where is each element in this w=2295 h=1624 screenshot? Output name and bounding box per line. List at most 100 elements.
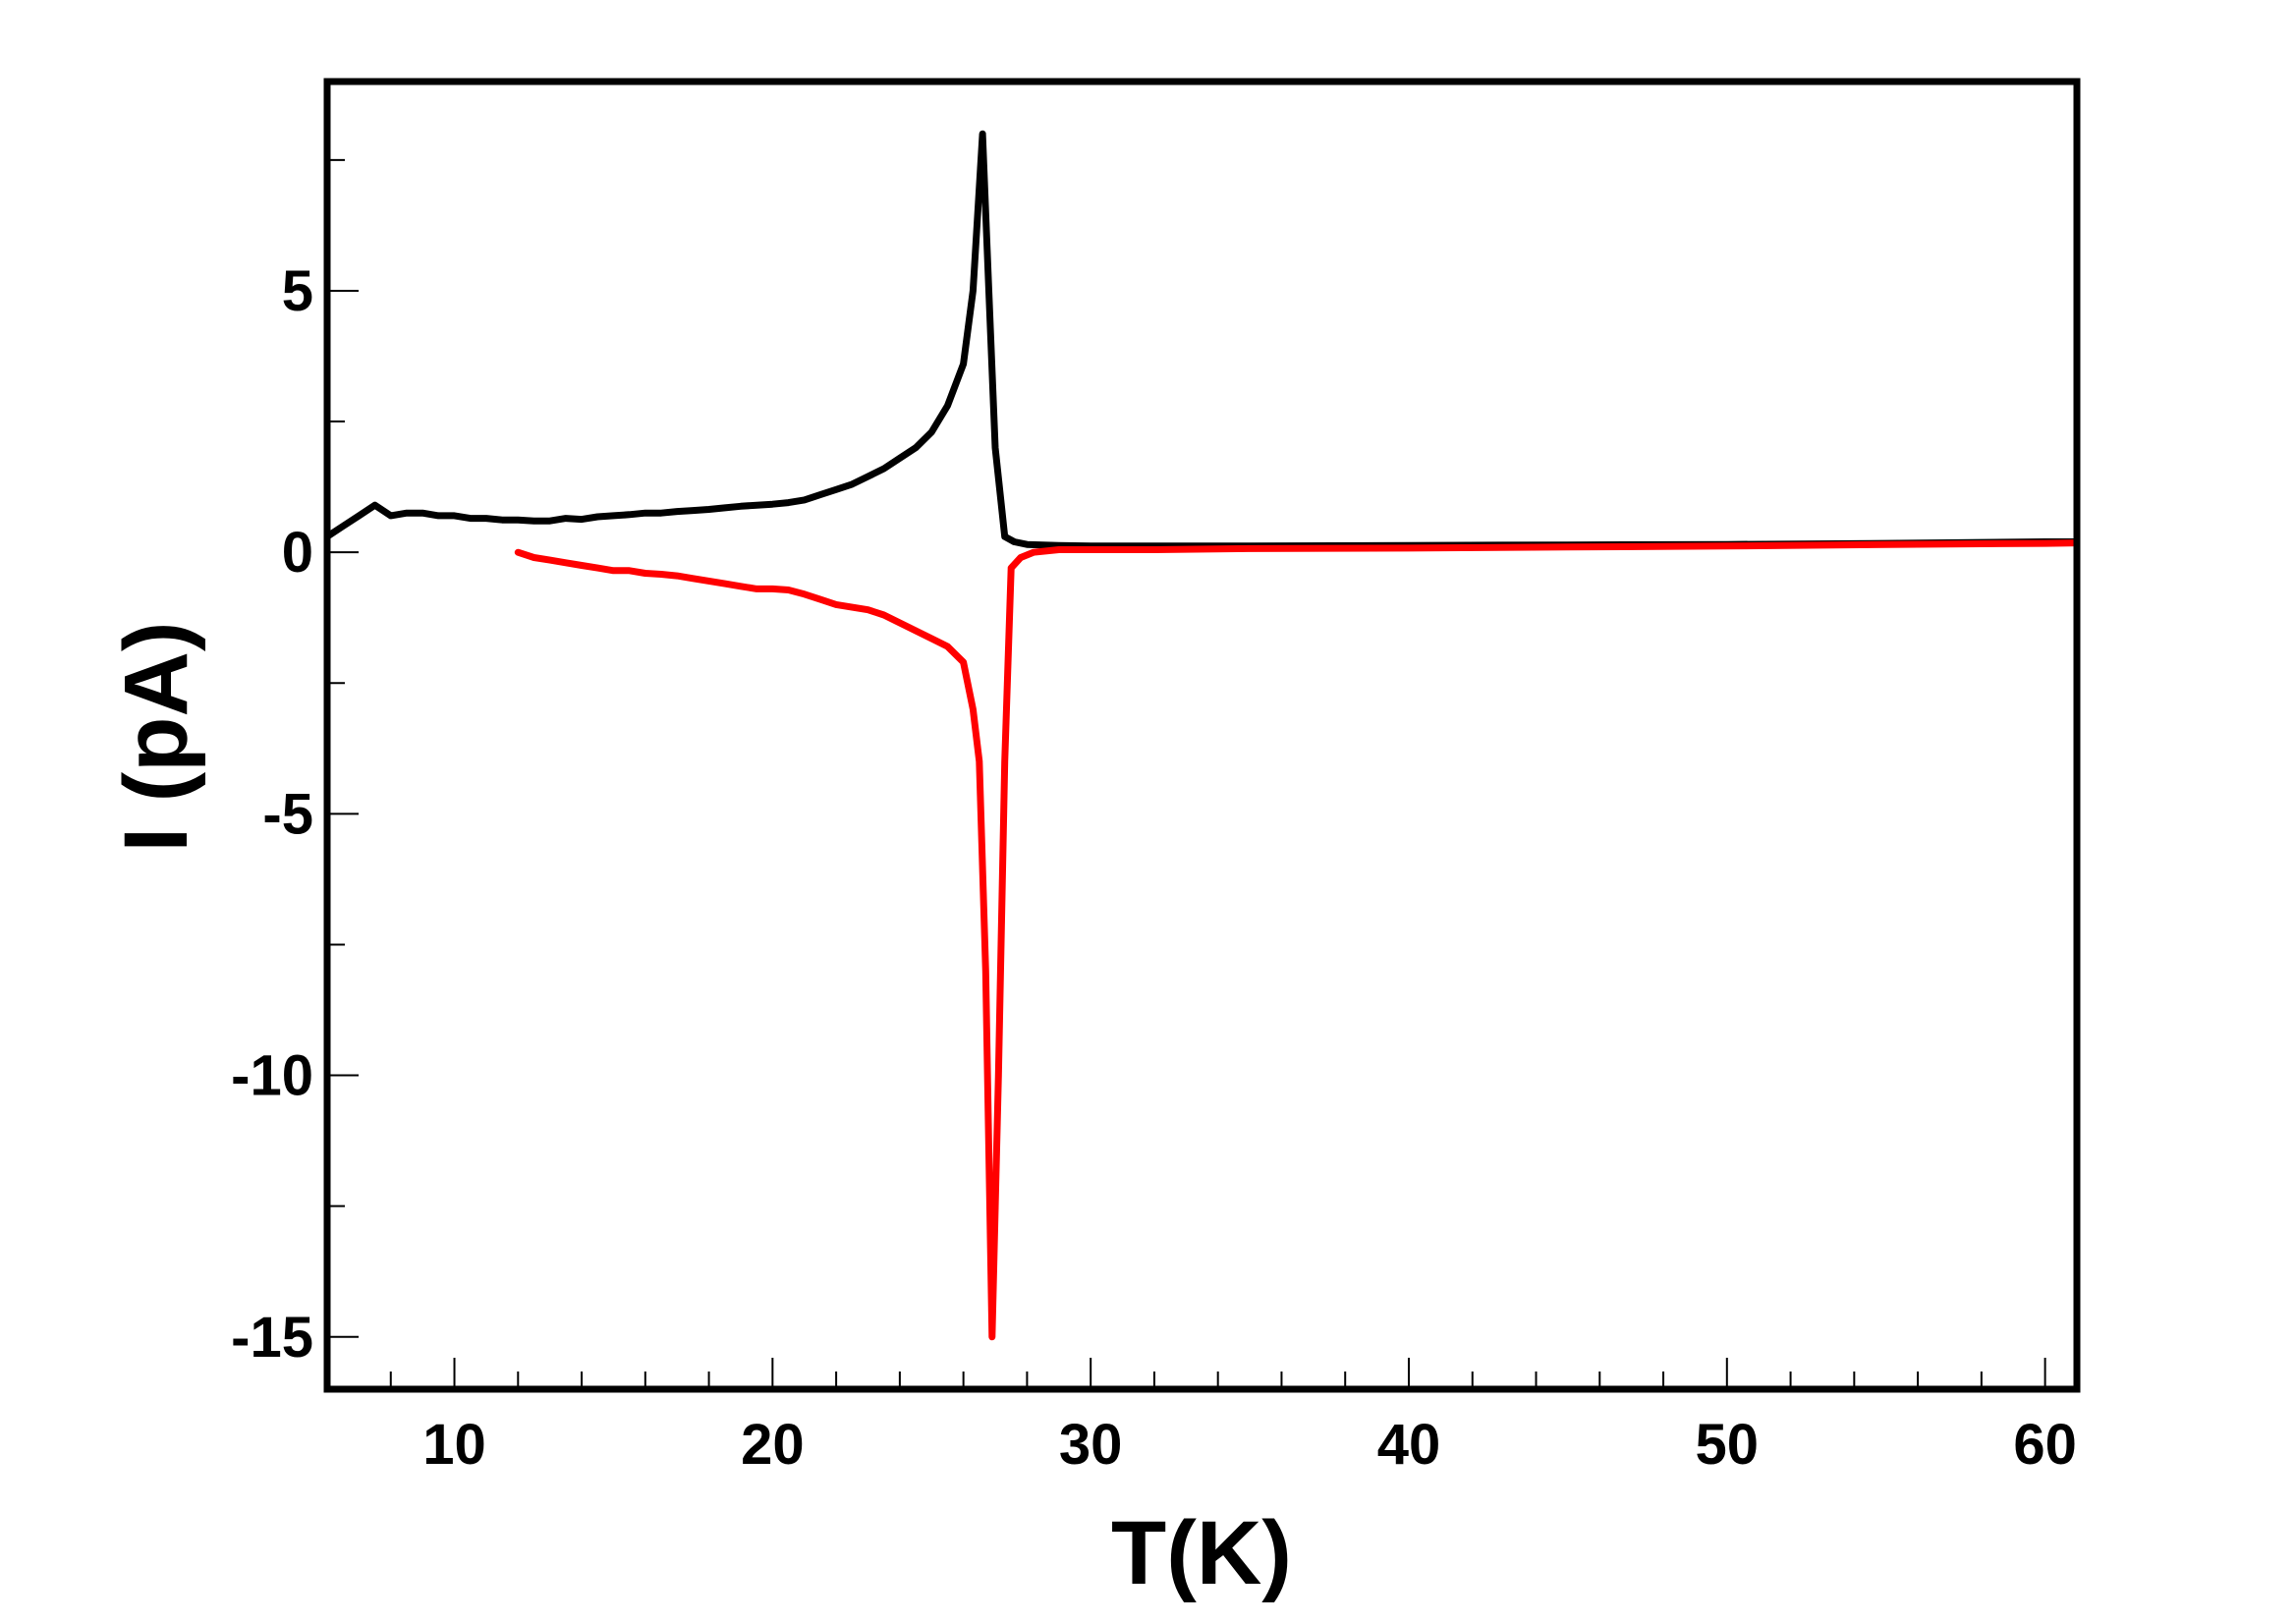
data-point xyxy=(691,509,695,513)
data-point xyxy=(882,613,886,617)
data-point xyxy=(516,518,520,522)
data-point xyxy=(945,404,949,408)
y-tick-label: -15 xyxy=(231,1306,313,1370)
data-point xyxy=(723,506,727,510)
data-point xyxy=(834,487,838,491)
series-points-2 xyxy=(516,541,2079,1339)
x-tick-label: 60 xyxy=(2013,1413,2077,1477)
y-tick-label: 5 xyxy=(282,259,313,323)
data-point xyxy=(659,573,663,577)
data-point xyxy=(987,289,991,293)
data-point xyxy=(1025,542,1029,546)
data-point xyxy=(787,588,791,591)
data-point xyxy=(983,969,987,973)
data-point xyxy=(739,585,743,588)
data-point xyxy=(691,577,695,581)
x-tick-label: 30 xyxy=(1059,1413,1123,1477)
data-point xyxy=(1725,544,1729,548)
data-point xyxy=(1057,543,1061,547)
data-point xyxy=(803,592,807,596)
data-point xyxy=(2043,541,2047,545)
data-point xyxy=(453,514,457,518)
data-point xyxy=(500,518,504,522)
data-point xyxy=(580,563,584,567)
data-point xyxy=(945,644,949,648)
data-point xyxy=(1003,759,1007,763)
data-point xyxy=(755,587,758,590)
y-tick-label: -10 xyxy=(231,1044,313,1108)
data-point xyxy=(996,1074,1000,1078)
data-point xyxy=(341,525,345,529)
data-point xyxy=(962,660,966,664)
series-line-1 xyxy=(323,130,2081,550)
data-point xyxy=(914,629,918,633)
data-point xyxy=(1057,547,1061,551)
data-point xyxy=(1003,534,1007,538)
data-point xyxy=(882,467,886,471)
data-point xyxy=(1089,547,1092,551)
data-point xyxy=(611,514,615,518)
data-point xyxy=(436,514,440,518)
data-point xyxy=(770,502,774,506)
data-point xyxy=(866,608,869,612)
data-point xyxy=(707,508,711,512)
data-point xyxy=(1012,540,1016,544)
data-point xyxy=(1032,550,1036,554)
data-point xyxy=(818,493,822,497)
data-point xyxy=(373,503,377,507)
data-point xyxy=(1884,542,1888,546)
x-tick-label: 50 xyxy=(1696,1413,1760,1477)
series-line-2 xyxy=(514,539,2081,1341)
y-tick-label: 0 xyxy=(282,521,313,585)
data-point xyxy=(755,503,758,507)
data-point xyxy=(834,602,838,606)
data-point xyxy=(548,519,552,523)
data-point xyxy=(469,517,473,521)
data-point xyxy=(405,511,409,515)
y-tick-label: -5 xyxy=(262,782,313,846)
data-point xyxy=(1019,555,1023,559)
x-axis-title: T(K) xyxy=(1111,1503,1292,1603)
data-point xyxy=(628,569,632,573)
x-tick-label: 10 xyxy=(422,1413,486,1477)
y-axis-title: I (pA) xyxy=(106,621,206,852)
data-point xyxy=(898,456,902,460)
data-point xyxy=(564,517,568,521)
data-point xyxy=(644,571,647,575)
data-point xyxy=(595,566,599,570)
data-point xyxy=(990,1335,994,1339)
data-point xyxy=(389,514,393,518)
data-point xyxy=(739,504,743,508)
data-point xyxy=(971,289,975,293)
data-point xyxy=(929,430,933,434)
data-point xyxy=(357,514,361,518)
data-point xyxy=(548,558,552,562)
data-point xyxy=(850,482,854,486)
data-point xyxy=(611,569,615,573)
data-point xyxy=(914,446,918,450)
data-point xyxy=(628,513,632,517)
data-point xyxy=(980,132,984,136)
data-point xyxy=(532,555,535,559)
data-point xyxy=(898,621,902,625)
x-tick-label: 40 xyxy=(1377,1413,1441,1477)
data-point xyxy=(818,597,822,601)
data-point xyxy=(675,574,679,578)
data-point xyxy=(595,515,599,519)
data-point xyxy=(532,519,535,523)
data-point xyxy=(564,561,568,565)
data-point xyxy=(1566,545,1570,549)
plot-frame xyxy=(323,78,2081,1393)
series-layer xyxy=(323,130,2081,1341)
data-point xyxy=(971,707,975,711)
data-point xyxy=(420,511,424,515)
data-point xyxy=(1152,547,1156,551)
data-point xyxy=(1407,546,1411,550)
data-point xyxy=(866,475,869,478)
data-point xyxy=(484,517,488,521)
data-point xyxy=(707,579,711,583)
data-point xyxy=(644,511,647,515)
